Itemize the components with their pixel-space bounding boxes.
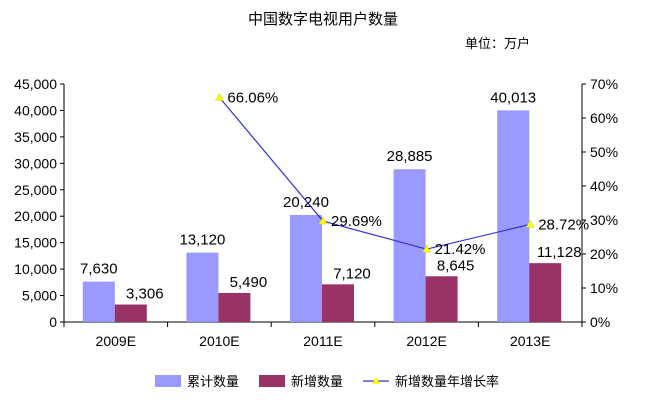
right-tick-label: 20%: [590, 246, 618, 262]
right-tick-label: 50%: [590, 144, 618, 160]
left-tick-label: 30,000: [14, 155, 57, 171]
right-tick-label: 70%: [590, 76, 618, 92]
category-label: 2010E: [199, 333, 239, 349]
new-users-bar: [322, 284, 354, 322]
growth-rate-data-label: 28.72%: [538, 216, 589, 233]
bars: [82, 110, 562, 322]
category-label: 2012E: [406, 333, 446, 349]
legend: 累计数量 新增数量 新增数量年增长率: [155, 374, 499, 390]
new-users-bar: [218, 292, 251, 322]
right-tick-label: 0%: [590, 314, 610, 330]
right-tick-label: 10%: [590, 280, 618, 296]
legend-swatch-cumulative: [155, 375, 181, 387]
growth-rate-data-label: 21.42%: [435, 241, 486, 258]
left-tick-label: 25,000: [14, 182, 57, 198]
cumulative-data-label: 40,013: [490, 89, 536, 106]
left-tick-label: 10,000: [14, 261, 57, 277]
left-tick-label: 20,000: [14, 208, 57, 224]
growth-rate-marker: [318, 216, 328, 225]
unit-label: 单位：万户: [465, 36, 530, 52]
growth-line: [214, 92, 535, 253]
left-tick-label: 40,000: [14, 102, 57, 118]
left-tick-label: 15,000: [14, 235, 57, 251]
new-users-bar: [425, 276, 458, 322]
cumulative-bar: [393, 169, 426, 322]
new-users-bar: [529, 263, 562, 322]
cumulative-bar: [497, 110, 530, 322]
axes: 0 5,000 10,000 15,000 20,000 25,000 30,000 35,0…: [14, 76, 618, 349]
cumulative-data-label: 7,630: [80, 261, 118, 278]
cumulative-data-label: 20,240: [283, 194, 329, 211]
growth-rate-marker: [214, 92, 224, 101]
new-users-bar: [114, 304, 147, 322]
cumulative-data-label: 28,885: [387, 148, 433, 165]
growth-rate-data-label: 29.69%: [331, 213, 382, 230]
legend-swatch-new: [259, 375, 285, 387]
left-tick-label: 45,000: [14, 76, 57, 92]
category-label: 2009E: [96, 333, 136, 349]
growth-rate-marker: [422, 244, 432, 253]
cumulative-bar: [82, 281, 115, 322]
left-tick-label: 35,000: [14, 129, 57, 145]
new-users-data-label: 8,645: [437, 257, 475, 274]
cumulative-bar: [186, 252, 219, 322]
cumulative-bar: [290, 214, 322, 322]
legend-label: 新增数量年增长率: [395, 374, 499, 390]
growth-rate-data-label: 66.06%: [227, 89, 278, 106]
new-users-data-label: 5,490: [230, 274, 268, 291]
legend-label: 累计数量: [187, 375, 239, 390]
right-tick-label: 40%: [590, 178, 618, 194]
legend-label: 新增数量: [291, 374, 343, 390]
new-users-data-label: 7,120: [333, 265, 371, 282]
category-label: 2013E: [510, 333, 550, 349]
right-tick-label: 30%: [590, 212, 618, 228]
data-labels: 7,630 13,120 20,240 28,885 40,013 3,306 5,490 7…: [80, 89, 589, 302]
growth-rate-marker: [525, 219, 535, 228]
cumulative-data-label: 13,120: [179, 232, 225, 249]
category-label: 2011E: [303, 333, 342, 349]
legend-swatch-growth-marker: [372, 377, 380, 384]
new-users-data-label: 11,128: [537, 244, 582, 261]
left-tick-label: 0: [49, 314, 57, 330]
new-users-data-label: 3,306: [126, 286, 164, 303]
left-tick-label: 5,000: [22, 288, 57, 304]
growth-rate-line: [218, 97, 531, 250]
right-tick-label: 60%: [590, 110, 618, 126]
chart-title: 中国数字电视用户数量: [248, 10, 398, 28]
